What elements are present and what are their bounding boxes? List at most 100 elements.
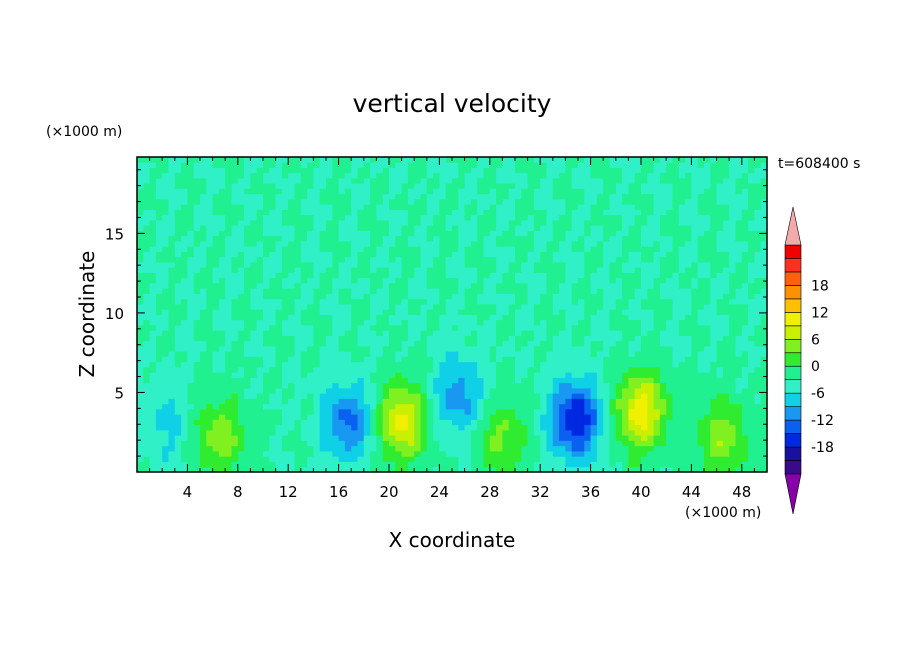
- contour-cell: [275, 419, 283, 426]
- contour-cell: [168, 172, 176, 179]
- contour-cell: [357, 283, 365, 289]
- contour-cell: [609, 466, 617, 473]
- contour-cell: [464, 330, 472, 336]
- contour-cell: [187, 430, 195, 436]
- contour-cell: [225, 424, 232, 431]
- contour-cell: [376, 272, 384, 279]
- contour-cell: [193, 351, 201, 357]
- contour-cell: [162, 403, 169, 410]
- contour-cell: [162, 430, 169, 436]
- contour-cell: [540, 209, 547, 216]
- contour-cell: [376, 225, 384, 231]
- contour-cell: [181, 377, 188, 384]
- contour-cell: [407, 220, 415, 226]
- contour-cell: [313, 430, 321, 436]
- contour-cell: [307, 382, 314, 389]
- contour-cell: [294, 262, 302, 268]
- contour-cell: [193, 414, 201, 420]
- contour-cell: [609, 382, 617, 389]
- contour-cell: [149, 461, 157, 468]
- contour-cell: [584, 251, 591, 258]
- contour-cell: [489, 235, 497, 242]
- contour-cell: [250, 398, 258, 405]
- contour-cell: [250, 309, 258, 315]
- contour-cell: [571, 246, 579, 252]
- contour-cell: [326, 172, 333, 179]
- contour-cell: [319, 262, 327, 268]
- contour-cell: [363, 178, 371, 184]
- contour-cell: [603, 272, 610, 279]
- contour-cell: [326, 435, 333, 441]
- contour-cell: [540, 388, 547, 394]
- contour-cell: [527, 466, 535, 473]
- contour-cell: [344, 346, 352, 352]
- contour-cell: [464, 435, 472, 441]
- contour-cell: [609, 319, 617, 326]
- contour-cell: [187, 277, 195, 284]
- contour-cell: [319, 356, 327, 363]
- contour-cell: [508, 403, 516, 410]
- contour-cell: [344, 445, 352, 452]
- contour-cell: [622, 445, 629, 452]
- contour-cell: [332, 230, 339, 237]
- contour-cell: [445, 172, 453, 179]
- contour-cell: [407, 288, 415, 294]
- contour-cell: [300, 409, 308, 415]
- contour-cell: [515, 430, 522, 436]
- contour-cell: [300, 330, 308, 336]
- contour-cell: [351, 183, 358, 189]
- contour-cell: [181, 204, 188, 210]
- contour-cell: [414, 193, 421, 200]
- contour-cell: [395, 309, 402, 315]
- contour-cell: [552, 309, 560, 315]
- contour-cell: [376, 167, 384, 174]
- contour-cell: [521, 183, 528, 189]
- contour-cell: [590, 225, 598, 231]
- contour-cell: [533, 346, 541, 352]
- contour-cell: [496, 167, 503, 174]
- contour-cell: [250, 414, 258, 420]
- contour-cell: [452, 309, 459, 315]
- contour-cell: [244, 298, 251, 305]
- contour-cell: [143, 451, 150, 457]
- contour-cell: [363, 272, 371, 279]
- contour-cell: [250, 157, 258, 163]
- contour-cell: [533, 325, 541, 331]
- contour-cell: [319, 193, 327, 200]
- contour-cell: [376, 251, 384, 258]
- contour-cell: [181, 356, 188, 363]
- contour-cell: [641, 272, 648, 279]
- contour-cell: [263, 157, 270, 163]
- contour-cell: [609, 262, 617, 268]
- contour-cell: [231, 178, 239, 184]
- contour-cell: [256, 157, 264, 163]
- contour-cell: [200, 251, 207, 258]
- contour-cell: [641, 445, 648, 452]
- contour-cell: [357, 251, 365, 258]
- contour-cell: [426, 367, 434, 373]
- contour-cell: [496, 382, 503, 389]
- contour-cell: [307, 440, 314, 447]
- contour-cell: [414, 157, 421, 163]
- contour-cell: [237, 209, 245, 216]
- contour-cell: [483, 351, 491, 357]
- contour-cell: [477, 367, 484, 373]
- contour-cell: [615, 388, 623, 394]
- contour-cell: [571, 356, 579, 363]
- contour-cell: [181, 440, 188, 447]
- contour-cell: [162, 220, 169, 226]
- contour-cell: [357, 440, 365, 447]
- contour-cell: [326, 298, 333, 305]
- contour-cell: [149, 351, 157, 357]
- contour-cell: [483, 377, 491, 384]
- contour-cell: [250, 241, 258, 247]
- contour-cell: [225, 393, 232, 399]
- contour-cell: [452, 382, 459, 389]
- contour-cell: [269, 172, 276, 179]
- contour-cell: [464, 361, 472, 368]
- contour-cell: [452, 277, 459, 284]
- contour-cell: [445, 272, 453, 279]
- contour-cell: [155, 251, 163, 258]
- contour-cell: [559, 466, 566, 473]
- contour-cell: [590, 372, 598, 378]
